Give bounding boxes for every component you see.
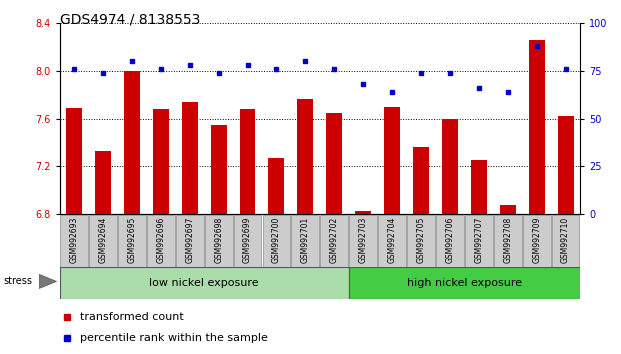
- Text: GSM992703: GSM992703: [359, 217, 368, 263]
- Bar: [95, 151, 111, 214]
- Bar: [176, 215, 204, 267]
- Bar: [320, 215, 348, 267]
- Bar: [118, 215, 146, 267]
- Text: GSM992695: GSM992695: [127, 217, 137, 263]
- Bar: [349, 215, 377, 267]
- Text: percentile rank within the sample: percentile rank within the sample: [81, 333, 268, 343]
- Bar: [471, 160, 487, 214]
- Text: GSM992702: GSM992702: [330, 217, 339, 263]
- Bar: [182, 102, 197, 214]
- Bar: [413, 147, 429, 214]
- Bar: [233, 215, 261, 267]
- Bar: [494, 215, 522, 267]
- Text: GSM992697: GSM992697: [185, 217, 194, 263]
- Bar: [551, 215, 579, 267]
- Bar: [558, 116, 574, 214]
- Bar: [89, 215, 117, 267]
- Text: high nickel exposure: high nickel exposure: [407, 278, 522, 288]
- Text: stress: stress: [3, 276, 32, 286]
- Polygon shape: [39, 274, 57, 289]
- Bar: [297, 99, 314, 214]
- Text: GSM992693: GSM992693: [70, 217, 79, 263]
- Text: GSM992709: GSM992709: [532, 217, 541, 263]
- Bar: [211, 125, 227, 214]
- Bar: [528, 40, 545, 214]
- Bar: [500, 205, 515, 214]
- Text: GSM992699: GSM992699: [243, 217, 252, 263]
- Text: GSM992707: GSM992707: [474, 217, 483, 263]
- Text: GSM992710: GSM992710: [561, 217, 570, 263]
- Bar: [124, 71, 140, 214]
- Bar: [268, 158, 284, 214]
- Text: GSM992696: GSM992696: [156, 217, 165, 263]
- Text: GSM992704: GSM992704: [388, 217, 397, 263]
- Bar: [442, 119, 458, 214]
- Bar: [436, 215, 464, 267]
- Text: GSM992698: GSM992698: [214, 217, 223, 263]
- Bar: [407, 215, 435, 267]
- Text: GSM992694: GSM992694: [99, 217, 107, 263]
- Bar: [240, 109, 255, 214]
- Bar: [384, 107, 400, 214]
- Text: transformed count: transformed count: [81, 312, 184, 322]
- Bar: [523, 215, 551, 267]
- Bar: [378, 215, 406, 267]
- Bar: [326, 113, 342, 214]
- Text: low nickel exposure: low nickel exposure: [150, 278, 259, 288]
- Text: GSM992700: GSM992700: [272, 217, 281, 263]
- Bar: [66, 108, 82, 214]
- Bar: [60, 215, 88, 267]
- Bar: [349, 267, 580, 299]
- Text: GSM992705: GSM992705: [417, 217, 425, 263]
- Bar: [147, 215, 175, 267]
- Bar: [355, 211, 371, 214]
- Bar: [60, 267, 349, 299]
- Bar: [205, 215, 232, 267]
- Text: GSM992701: GSM992701: [301, 217, 310, 263]
- Bar: [465, 215, 492, 267]
- Bar: [263, 215, 291, 267]
- Bar: [153, 109, 169, 214]
- Text: GSM992706: GSM992706: [445, 217, 455, 263]
- Bar: [291, 215, 319, 267]
- Text: GDS4974 / 8138553: GDS4974 / 8138553: [60, 12, 200, 27]
- Text: GSM992708: GSM992708: [503, 217, 512, 263]
